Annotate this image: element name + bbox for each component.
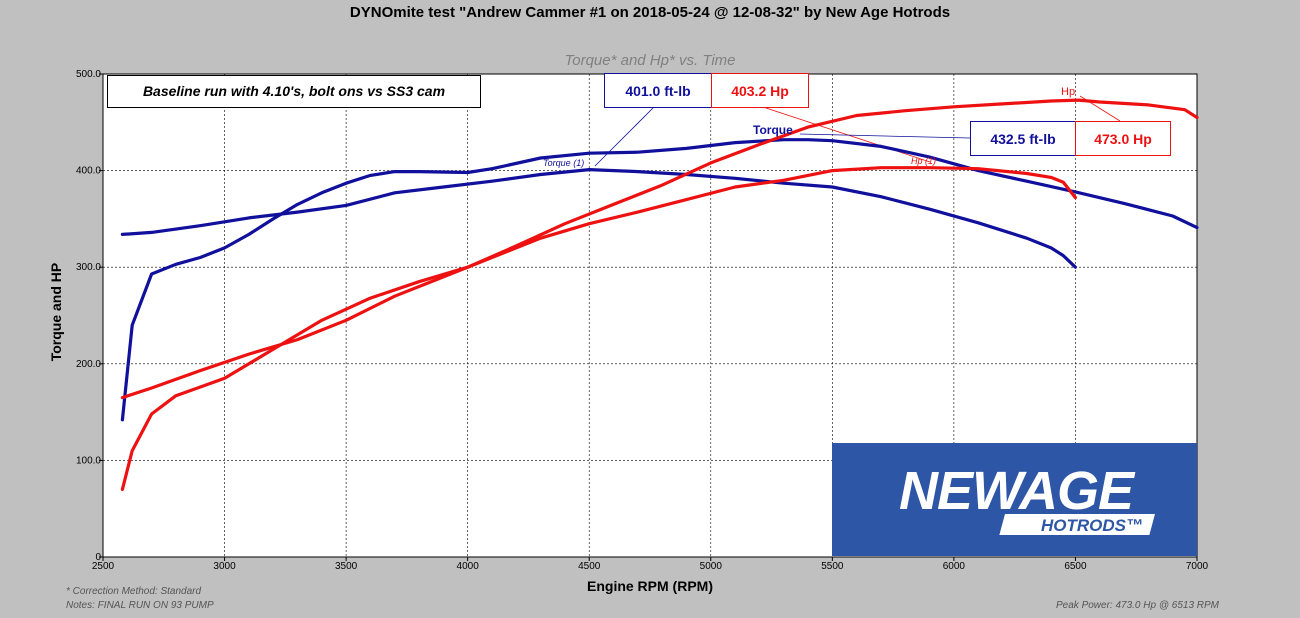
peak-power-note: Peak Power: 473.0 Hp @ 6513 RPM bbox=[1056, 600, 1220, 611]
peak-torque-run2-box: 432.5 ft-lb bbox=[970, 121, 1076, 156]
run-notes: Notes: FINAL RUN ON 93 PUMP bbox=[66, 600, 214, 611]
chart-subtitle: Torque* and Hp* vs. Time bbox=[564, 52, 736, 69]
x-tick-label: 4500 bbox=[578, 561, 601, 572]
logo-text-hotrods: HOTRODS™ bbox=[1041, 516, 1143, 535]
x-tick-label: 4000 bbox=[457, 561, 480, 572]
x-axis-ticks: 2500 3000 3500 4000 4500 5000 5500 6000 6500 7000 bbox=[92, 557, 1209, 572]
grid-lines bbox=[103, 74, 1197, 557]
y-tick-label: 100.0 bbox=[76, 455, 101, 466]
y-tick-label: 300.0 bbox=[76, 262, 101, 273]
series-line-torque-1 bbox=[120, 168, 1078, 269]
x-tick-label: 3500 bbox=[335, 561, 358, 572]
x-tick-label: 3000 bbox=[213, 561, 236, 572]
peak-torque-run1-box: 401.0 ft-lb bbox=[604, 73, 712, 108]
peak-hp-run1-box: 403.2 Hp bbox=[711, 73, 809, 108]
curve-labels: Torque Hp Torque (1) Hp (1) bbox=[543, 86, 1075, 168]
x-tick-label: 7000 bbox=[1186, 561, 1209, 572]
new-age-hotrods-logo: NEWAGE HOTRODS™ bbox=[832, 443, 1197, 556]
y-axis-ticks: 0 100.0 200.0 300.0 400.0 500.0 bbox=[76, 69, 103, 563]
x-axis-label: Engine RPM (RPM) bbox=[587, 578, 713, 594]
leader-line bbox=[759, 105, 931, 163]
chart-title: DYNOmite test "Andrew Cammer #1 on 2018-… bbox=[349, 4, 951, 21]
series-line-hp bbox=[120, 98, 1199, 491]
x-tick-label: 5500 bbox=[821, 561, 844, 572]
callout-leader-lines bbox=[594, 95, 1121, 167]
curve-label-hp: Hp bbox=[1061, 86, 1075, 98]
correction-method-note: * Correction Method: Standard bbox=[66, 586, 202, 597]
x-tick-label: 6500 bbox=[1064, 561, 1087, 572]
leader-line bbox=[594, 105, 656, 167]
y-tick-label: 500.0 bbox=[76, 69, 101, 80]
x-tick-label: 2500 bbox=[92, 561, 115, 572]
y-tick-label: 0 bbox=[95, 552, 101, 563]
series-lines bbox=[120, 98, 1199, 491]
curve-label-hp-1: Hp (1) bbox=[911, 156, 936, 166]
leader-line bbox=[799, 133, 971, 139]
x-tick-label: 5000 bbox=[700, 561, 723, 572]
curve-label-torque: Torque bbox=[753, 123, 793, 137]
peak-hp-run2-box: 473.0 Hp bbox=[1075, 121, 1171, 156]
curve-label-torque-1: Torque (1) bbox=[543, 158, 584, 168]
run-annotation-box: Baseline run with 4.10's, bolt ons vs SS… bbox=[107, 75, 481, 108]
y-tick-label: 200.0 bbox=[76, 359, 101, 370]
x-tick-label: 6000 bbox=[943, 561, 966, 572]
y-tick-label: 400.0 bbox=[76, 166, 101, 177]
logo-text-newage: NEWAGE bbox=[899, 461, 1136, 521]
series-line-hp-1 bbox=[120, 166, 1078, 400]
